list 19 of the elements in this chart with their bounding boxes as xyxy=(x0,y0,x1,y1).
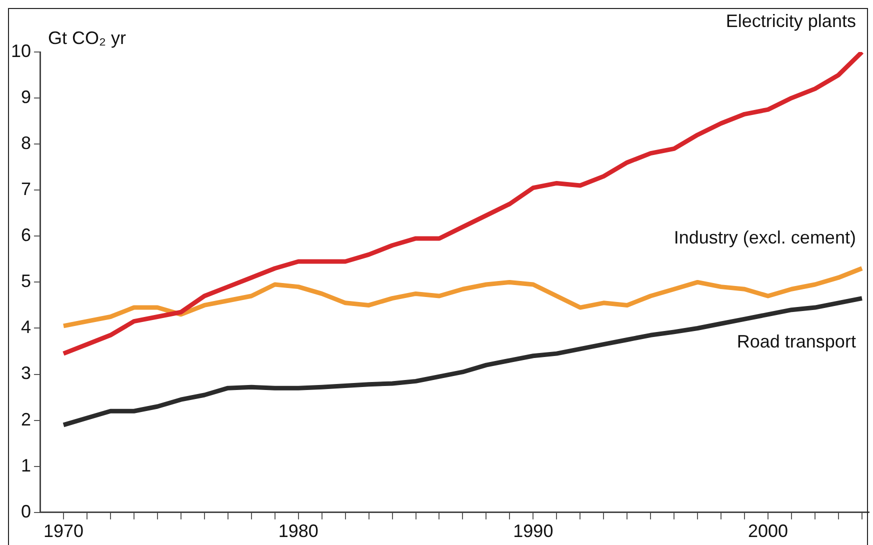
y-tick-label: 1 xyxy=(21,455,32,476)
y-tick-label: 5 xyxy=(21,271,32,292)
y-axis-title: Gt CO₂ yr xyxy=(48,28,126,48)
series-label: Road transport xyxy=(736,331,856,352)
y-tick-label: 2 xyxy=(21,409,32,430)
y-tick-label: 3 xyxy=(21,363,32,384)
y-tick-label: 8 xyxy=(21,133,32,154)
y-tick-label: 0 xyxy=(21,501,32,522)
x-tick-label: 1980 xyxy=(278,521,318,542)
series-label: Electricity plants xyxy=(726,10,856,31)
series-label: Industry (excl. cement) xyxy=(674,227,856,248)
y-tick-label: 4 xyxy=(21,317,32,338)
x-tick-label: 1970 xyxy=(43,521,84,542)
y-tick-label: 7 xyxy=(21,179,32,200)
x-tick-label: 1990 xyxy=(513,521,554,542)
y-tick-label: 9 xyxy=(21,87,32,108)
y-tick-label: 10 xyxy=(10,40,32,61)
y-tick-label: 6 xyxy=(21,225,32,246)
x-tick-label: 2000 xyxy=(748,521,788,542)
